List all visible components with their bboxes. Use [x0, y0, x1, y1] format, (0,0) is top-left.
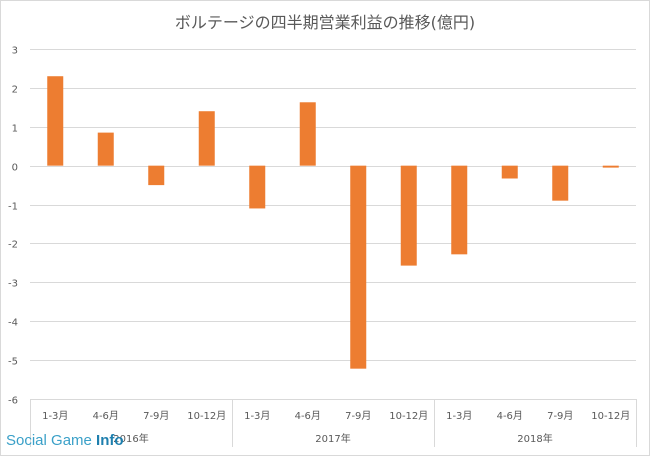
bar	[299, 102, 316, 166]
bar	[97, 132, 114, 166]
y-tick-label: -2	[8, 240, 18, 251]
x-category-label: 7-9月	[143, 410, 169, 422]
bar	[198, 111, 215, 166]
x-category-label: 1-3月	[42, 410, 68, 422]
x-category-label: 10-12月	[591, 410, 630, 422]
y-tick-label: 1	[12, 124, 18, 135]
y-tick-label: -4	[8, 318, 18, 329]
x-category-label: 1-3月	[244, 410, 270, 422]
bar	[451, 165, 468, 255]
x-category-label: 7-9月	[547, 410, 573, 422]
y-tick-label: 3	[12, 46, 18, 57]
x-year-label: 2018年	[517, 432, 552, 445]
x-category-label: 4-6月	[497, 410, 523, 422]
watermark-text: Social Game	[6, 432, 97, 449]
bar	[501, 165, 518, 179]
bar	[552, 165, 569, 201]
bar	[400, 165, 417, 266]
x-category-label: 4-6月	[295, 410, 321, 422]
x-category-label: 7-9月	[345, 410, 371, 422]
watermark-text-info: Info	[96, 432, 124, 449]
y-tick-label: -6	[8, 396, 18, 407]
y-tick-label: -1	[8, 202, 18, 213]
watermark-logo: Social Game Info	[6, 432, 124, 449]
y-tick-label: 0	[12, 163, 18, 174]
bar	[602, 165, 619, 168]
chart-title: ボルテージの四半期営業利益の推移(億円)	[174, 13, 476, 32]
bar	[249, 165, 266, 209]
y-tick-label: 2	[12, 85, 18, 96]
x-category-label: 10-12月	[389, 410, 428, 422]
y-tick-label: -5	[8, 357, 18, 368]
x-category-label: 1-3月	[446, 410, 472, 422]
bar	[148, 165, 165, 186]
bar	[350, 165, 367, 369]
x-category-label: 4-6月	[93, 410, 119, 422]
bar	[47, 76, 64, 166]
x-category-label: 10-12月	[187, 410, 226, 422]
x-year-label: 2017年	[315, 432, 350, 445]
x-year-label: 2016年	[113, 432, 148, 445]
y-tick-label: -3	[8, 279, 18, 290]
